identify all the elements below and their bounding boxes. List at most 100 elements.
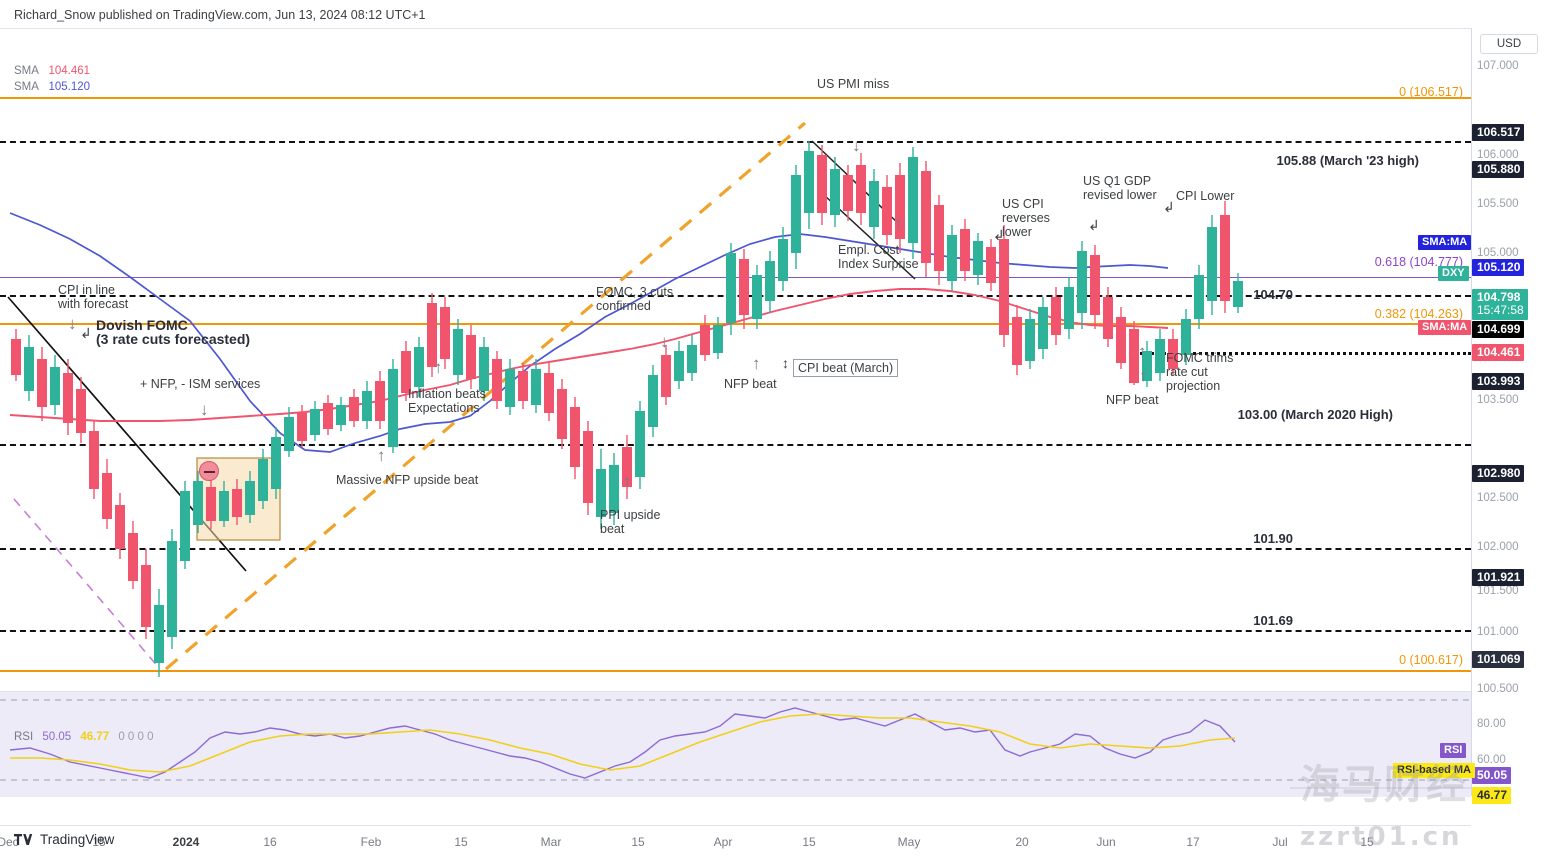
price-tick-102-500: 102.500 bbox=[1477, 492, 1519, 504]
annotation-empl-cost-index: Empl. Cost Index Surprise bbox=[838, 243, 919, 271]
fib-label-0618: 0.618 (104.777) bbox=[1374, 255, 1463, 269]
axis-tag-rsi: RSI bbox=[1440, 743, 1467, 758]
chart-frame[interactable]: 0 (106.517) 0.618 (104.777) 0.382 (104.2… bbox=[0, 28, 1471, 857]
fib-line-0-top bbox=[0, 97, 1471, 99]
legend-sma-label-2: SMA bbox=[14, 81, 39, 93]
fib-line-0382 bbox=[0, 323, 1471, 325]
annotation-dovish-fomc: Dovish FOMC (3 rate cuts forecasted) bbox=[96, 317, 251, 347]
rsi-tick-60: 60.00 bbox=[1477, 754, 1506, 766]
rsi-legend-name: RSI bbox=[14, 731, 34, 743]
annotation-nfp-beat-2: NFP beat bbox=[1106, 393, 1159, 407]
annotation-cpi-in-line: CPI in line with forecast bbox=[58, 283, 129, 311]
price-tick-105-000: 105.000 bbox=[1477, 247, 1519, 259]
price-pane[interactable]: 0 (106.517) 0.618 (104.777) 0.382 (104.2… bbox=[0, 29, 1471, 689]
axis-tag-sma-ma-fast: SMA:MA bbox=[1418, 320, 1472, 335]
time-label-1: 15 bbox=[92, 835, 106, 849]
annotation-fomc-3cuts: FOMC, 3 cuts confirmed bbox=[596, 285, 674, 313]
arrow-ppi-upside: ↑ bbox=[623, 472, 632, 491]
level-line-103-993 bbox=[1140, 352, 1471, 355]
price-badge-106-517: 106.517 bbox=[1472, 124, 1525, 141]
time-label-13: 17 bbox=[1186, 835, 1200, 849]
legend-sma-value-2: 105.120 bbox=[48, 81, 91, 93]
tradingview-logo[interactable]: TradingView bbox=[14, 832, 114, 847]
price-tick-101-000: 101.000 bbox=[1477, 626, 1519, 638]
price-badge-105-120: 105.120 bbox=[1472, 259, 1525, 276]
annotation-cpi-lower: CPI Lower bbox=[1176, 189, 1235, 203]
annotation-us-cpi-reverses: US CPI reverses lower bbox=[1002, 197, 1050, 239]
price-tick-107-000: 107.000 bbox=[1477, 60, 1519, 72]
price-badge-104-798-value: 104.798 bbox=[1477, 290, 1521, 304]
level-line-105-88 bbox=[0, 141, 1471, 143]
arrow-nfp-ism: ↓ bbox=[200, 400, 209, 419]
level-label-101-69: 101.69 bbox=[1253, 613, 1293, 628]
tradingview-mark-icon bbox=[14, 833, 33, 845]
arrow-massive-nfp: ↑ bbox=[377, 446, 386, 465]
annotation-us-pmi-miss: US PMI miss bbox=[817, 77, 890, 91]
arrow-fomc-trims: ↑ bbox=[1138, 342, 1147, 361]
price-tick-100-500: 100.500 bbox=[1477, 683, 1519, 695]
level-line-101-69 bbox=[0, 630, 1471, 632]
price-badge-101-069: 101.069 bbox=[1472, 651, 1525, 668]
price-legend[interactable]: SMA 104.461 SMA 105.120 bbox=[14, 63, 90, 95]
time-label-15: 15 bbox=[1360, 835, 1374, 849]
time-axis[interactable]: Dec 15 2024 16 Feb 15 Mar 15 Apr 15 May … bbox=[0, 825, 1471, 857]
axis-tag-rsi-based-ma: RSI-based MA bbox=[1393, 763, 1475, 778]
level-label-103-00: 103.00 (March 2020 High) bbox=[1237, 407, 1393, 422]
time-label-14: Jul bbox=[1272, 835, 1288, 849]
annotation-ppi-upside: PPI upside beat bbox=[600, 508, 661, 536]
rsi-pane[interactable] bbox=[0, 691, 1471, 797]
rsi-legend-ma-value: 46.77 bbox=[80, 731, 110, 743]
time-label-12: Jun bbox=[1096, 835, 1116, 849]
time-label-5: 15 bbox=[454, 835, 468, 849]
arrow-fomc-3cuts: ↓ bbox=[660, 332, 669, 351]
price-tick-106-000: 106.000 bbox=[1477, 149, 1519, 161]
fib-label-0-top: 0 (106.517) bbox=[1399, 85, 1463, 99]
arrow-nfp-beat-1: ↑ bbox=[752, 354, 761, 373]
arrow-us-pmi-miss: ↓ bbox=[852, 136, 861, 155]
candle-series bbox=[11, 141, 1243, 677]
rsi-legend[interactable]: RSI 50.05 46.77 0 0 0 0 bbox=[14, 731, 154, 743]
annotation-cpi-beat-march: CPI beat (March) bbox=[793, 359, 899, 377]
arrow-cpi-beat-march: ↕ bbox=[782, 355, 789, 371]
annotation-fomc-trims: FOMC trims rate cut projection bbox=[1166, 351, 1234, 393]
cursor-marker[interactable] bbox=[199, 461, 219, 481]
rsi-legend-zeros: 0 0 0 0 bbox=[118, 731, 154, 743]
arrow-dovish-fomc: ↲ bbox=[80, 325, 92, 341]
annotation-us-q1-gdp: US Q1 GDP revised lower bbox=[1083, 174, 1157, 202]
time-label-0: Dec bbox=[0, 835, 19, 849]
time-label-7: 15 bbox=[631, 835, 645, 849]
rsi-ma-badge-value: 46.77 bbox=[1472, 787, 1512, 804]
axis-tag-dxy: DXY bbox=[1438, 266, 1469, 281]
price-badge-103-993: 103.993 bbox=[1472, 373, 1525, 390]
tradingview-brand-text: TradingView bbox=[40, 832, 115, 847]
price-tick-103-500: 103.500 bbox=[1477, 394, 1519, 406]
arrow-empl-cost-index: ↑ bbox=[894, 214, 903, 233]
arrow-cpi-lower: ↲ bbox=[1163, 199, 1175, 215]
time-label-4: Feb bbox=[360, 835, 382, 849]
currency-selector[interactable]: USD bbox=[1480, 34, 1538, 54]
price-badge-105-880: 105.880 bbox=[1472, 161, 1525, 178]
fib-label-0-bottom: 0 (100.617) bbox=[1399, 653, 1463, 667]
rsi-tick-80: 80.00 bbox=[1477, 718, 1506, 730]
arrow-us-q1-gdp: ↲ bbox=[1088, 217, 1100, 233]
annotation-nfp-beat-1: NFP beat bbox=[724, 377, 777, 391]
level-line-101-90 bbox=[0, 548, 1471, 550]
time-label-2: 2024 bbox=[172, 835, 200, 849]
arrow-cpi-in-line: ↓ bbox=[68, 314, 77, 333]
legend-row-sma-slow: SMA 105.120 bbox=[14, 79, 90, 95]
price-badge-101-921: 101.921 bbox=[1472, 569, 1525, 586]
time-label-3: 16 bbox=[263, 835, 277, 849]
level-label-104-70: 104.70 bbox=[1253, 287, 1293, 302]
time-label-10: May bbox=[897, 835, 921, 849]
price-axis[interactable]: USD 107.000 106.000 105.500 105.000 104.… bbox=[1471, 28, 1546, 804]
rsi-legend-value: 50.05 bbox=[42, 731, 72, 743]
time-label-9: 15 bbox=[802, 835, 816, 849]
price-badge-104-798-time: 15:47:58 bbox=[1477, 303, 1524, 317]
axis-tag-sma-ma-slow: SMA:MA bbox=[1418, 235, 1472, 250]
price-badge-104-798: 104.798 15:47:58 bbox=[1472, 289, 1528, 320]
annotation-nfp-ism: + NFP, - ISM services bbox=[140, 377, 261, 391]
arrow-nfp-beat-2: ↑ bbox=[1139, 366, 1148, 385]
publish-line: Richard_Snow published on TradingView.co… bbox=[14, 8, 426, 22]
level-line-103-00 bbox=[0, 444, 1471, 446]
